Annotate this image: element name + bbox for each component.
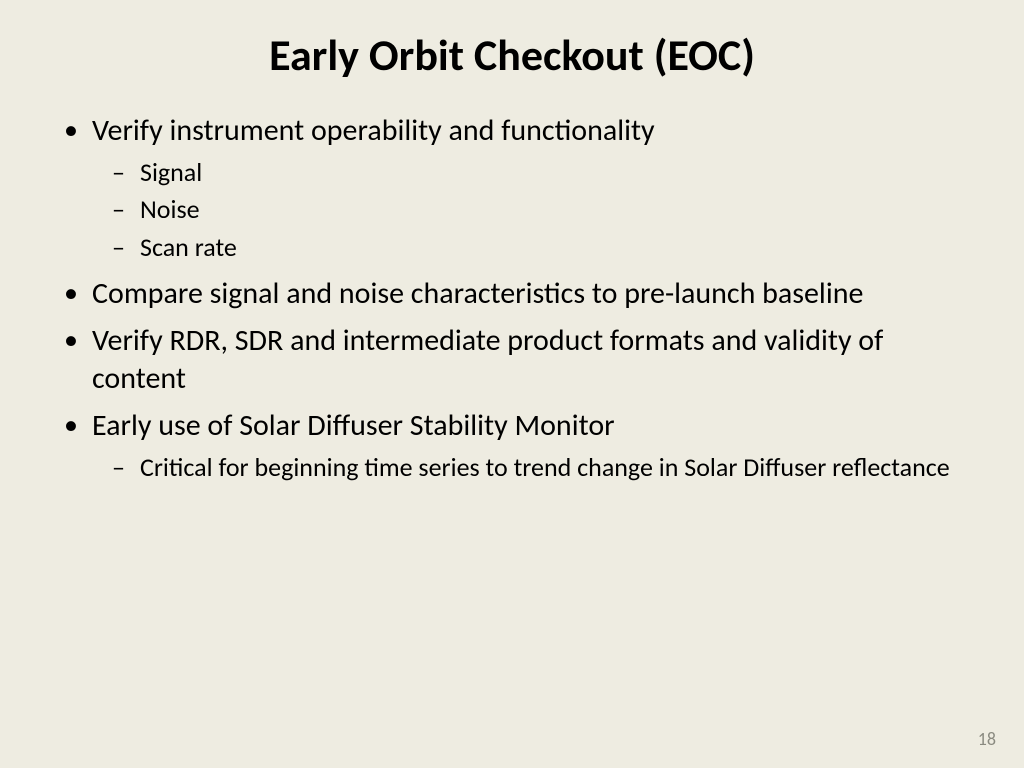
page-number: 18 (978, 728, 996, 750)
sub-bullet-item: Scan rate (92, 231, 962, 265)
bullet-text: Early use of Solar Diffuser Stability Mo… (92, 407, 615, 444)
sub-bullet-item: Noise (92, 193, 962, 227)
slide-title: Early Orbit Checkout (EOC) (0, 0, 1024, 112)
slide-content: Verify instrument operability and functi… (0, 112, 1024, 485)
sub-bullet-list: Critical for beginning time series to tr… (92, 451, 962, 485)
bullet-item: Verify RDR, SDR and intermediate product… (62, 322, 962, 397)
bullet-list: Verify instrument operability and functi… (62, 112, 962, 485)
bullet-item: Early use of Solar Diffuser Stability Mo… (62, 407, 962, 484)
bullet-text: Compare signal and noise characteristics… (92, 275, 863, 312)
sub-bullet-item: Critical for beginning time series to tr… (92, 451, 962, 485)
bullet-text: Verify instrument operability and functi… (92, 112, 655, 149)
bullet-item: Compare signal and noise characteristics… (62, 275, 962, 313)
sub-bullet-list: Signal Noise Scan rate (92, 156, 962, 265)
bullet-text: Verify RDR, SDR and intermediate product… (92, 322, 883, 397)
bullet-item: Verify instrument operability and functi… (62, 112, 962, 265)
sub-bullet-item: Signal (92, 156, 962, 190)
